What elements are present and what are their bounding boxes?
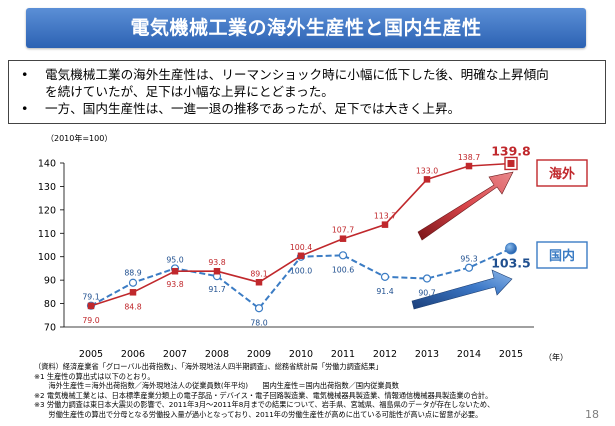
x-tick-label: 2009 (247, 349, 271, 360)
overseas-data-label: 89.1 (250, 269, 267, 278)
domestic-data-label: 88.9 (124, 269, 141, 278)
x-tick-label: 2013 (415, 349, 439, 360)
x-tick-label: 2008 (205, 349, 229, 360)
note-line: （資料）経済産業省「グローバル出荷指数」、「海外現地法人四半期調査」、総務省統計… (34, 362, 383, 371)
overseas-data-label: 79.0 (82, 316, 99, 325)
overseas-trend-arrow (417, 171, 514, 241)
domestic-data-label: 100.6 (332, 265, 354, 274)
note-line: 海外生産性＝海外出荷指数／海外現地法人の従業員数(年平均) 国内生産性＝国内出荷… (34, 381, 399, 391)
legend-domestic: 国内 (536, 241, 588, 269)
overseas-point (171, 267, 179, 275)
y-tick-label: 90 (44, 276, 56, 287)
bullet-text-line: 一方、国内生産性は、一進一退の推移であったが、足下では大きく上昇。 (45, 101, 461, 116)
overseas-point (87, 302, 95, 310)
y-tick-label: 80 (44, 299, 56, 310)
y-tick-label: 110 (38, 229, 56, 240)
overseas-point (381, 221, 389, 228)
overseas-data-label: 138.7 (458, 153, 480, 162)
bullet-text-line: 電気機械工業の海外生産性は、リーマンショック時に小幅に低下した後、明確な上昇傾向 (45, 67, 549, 82)
x-tick-label: 2010 (289, 349, 313, 360)
overseas-data-label: 100.4 (290, 243, 312, 252)
legend-overseas-box (536, 159, 588, 187)
domestic-data-label: 78.0 (250, 318, 267, 327)
y-tick-label: 130 (38, 182, 56, 193)
x-unit-label: （年） (544, 352, 568, 362)
y-tick-label: 70 (44, 323, 56, 334)
bullet-text-line: を続けていたが、足下は小幅な上昇にとどまった。 (45, 84, 334, 99)
overseas-point (297, 252, 305, 260)
overseas-data-label: 133.0 (416, 166, 438, 175)
domestic-data-label: 90.7 (418, 289, 435, 298)
domestic-point (505, 242, 517, 255)
x-tick-label: 2011 (331, 349, 355, 360)
overseas-point-inner (507, 159, 515, 167)
x-tick-label: 2015 (499, 349, 523, 360)
note-line: ※2 電気機械工業とは、日本標準産業分類上の電子部品・デバイス・電子回路製造業、… (34, 390, 493, 400)
note-line: 労働生産性の算出で分母となる労働投入量が過小となっており、2011年の労働生産性… (34, 409, 483, 419)
domestic-data-label: 79.1 (82, 293, 99, 302)
y-tick-label: 120 (38, 205, 56, 216)
overseas-data-label: 107.7 (332, 226, 354, 235)
overseas-point (423, 176, 431, 183)
overseas-data-label: 93.8 (208, 258, 225, 267)
page-number: 18 (585, 408, 599, 421)
domestic-point (338, 251, 348, 260)
note-line: ※3 労働力調査は東日本大震災の影響で、2011年3月〜2011年8月までの結果… (34, 400, 495, 410)
source-notes: （資料）経済産業省「グローバル出荷指数」、「海外現地法人四半期調査」、総務省統計… (34, 362, 494, 420)
domestic-point (380, 272, 390, 281)
overseas-series-line (90, 162, 512, 307)
overseas-point (255, 279, 263, 286)
overseas-point (339, 235, 347, 242)
title-banner: 電気機械工業の海外生産性と国内生産性 (26, 8, 586, 48)
x-tick-label: 2007 (163, 349, 187, 360)
domestic-data-label: 91.4 (376, 287, 393, 296)
overseas-data-label: 84.8 (124, 302, 141, 311)
domestic-point (254, 304, 264, 313)
overseas-point (465, 162, 473, 170)
overseas-point (213, 267, 221, 275)
domestic-point (464, 263, 474, 272)
overseas-data-label: 139.8 (491, 143, 531, 158)
x-tick-label: 2005 (79, 349, 103, 360)
bullet-marker: • (21, 101, 29, 116)
legend-overseas-label: 海外 (549, 166, 575, 182)
domestic-data-label: 100.0 (290, 267, 312, 276)
legend-domestic-label: 国内 (549, 248, 575, 264)
legend-overseas: 海外 (536, 159, 588, 187)
x-tick-label: 2012 (373, 349, 397, 360)
page-title: 電気機械工業の海外生産性と国内生産性 (130, 17, 482, 39)
y-tick-label: 100 (38, 252, 56, 263)
x-tick-label: 2014 (457, 349, 481, 360)
overseas-data-label: 93.8 (166, 280, 183, 289)
domestic-point (422, 274, 432, 283)
overseas-data-label: 113.7 (374, 212, 396, 221)
overseas-point (129, 289, 137, 296)
note-line: ※1 生産性の算出式は以下のとおり。 (34, 371, 155, 381)
bullet-marker: • (21, 67, 29, 82)
domestic-trend-arrow (411, 269, 513, 310)
domestic-data-label: 95.0 (166, 255, 183, 264)
legend-domestic-box (536, 241, 588, 269)
y-unit-label: （2010年=100） (46, 133, 112, 143)
y-tick-label: 140 (38, 159, 56, 170)
summary-box: • 電気機械工業の海外生産性は、リーマンショック時に小幅に低下した後、明確な上昇… (8, 60, 606, 124)
x-tick-label: 2006 (121, 349, 145, 360)
domestic-point (128, 278, 138, 287)
domestic-data-label: 103.5 (491, 256, 531, 271)
domestic-data-label: 95.3 (460, 255, 477, 264)
domestic-data-label: 91.7 (208, 285, 225, 294)
